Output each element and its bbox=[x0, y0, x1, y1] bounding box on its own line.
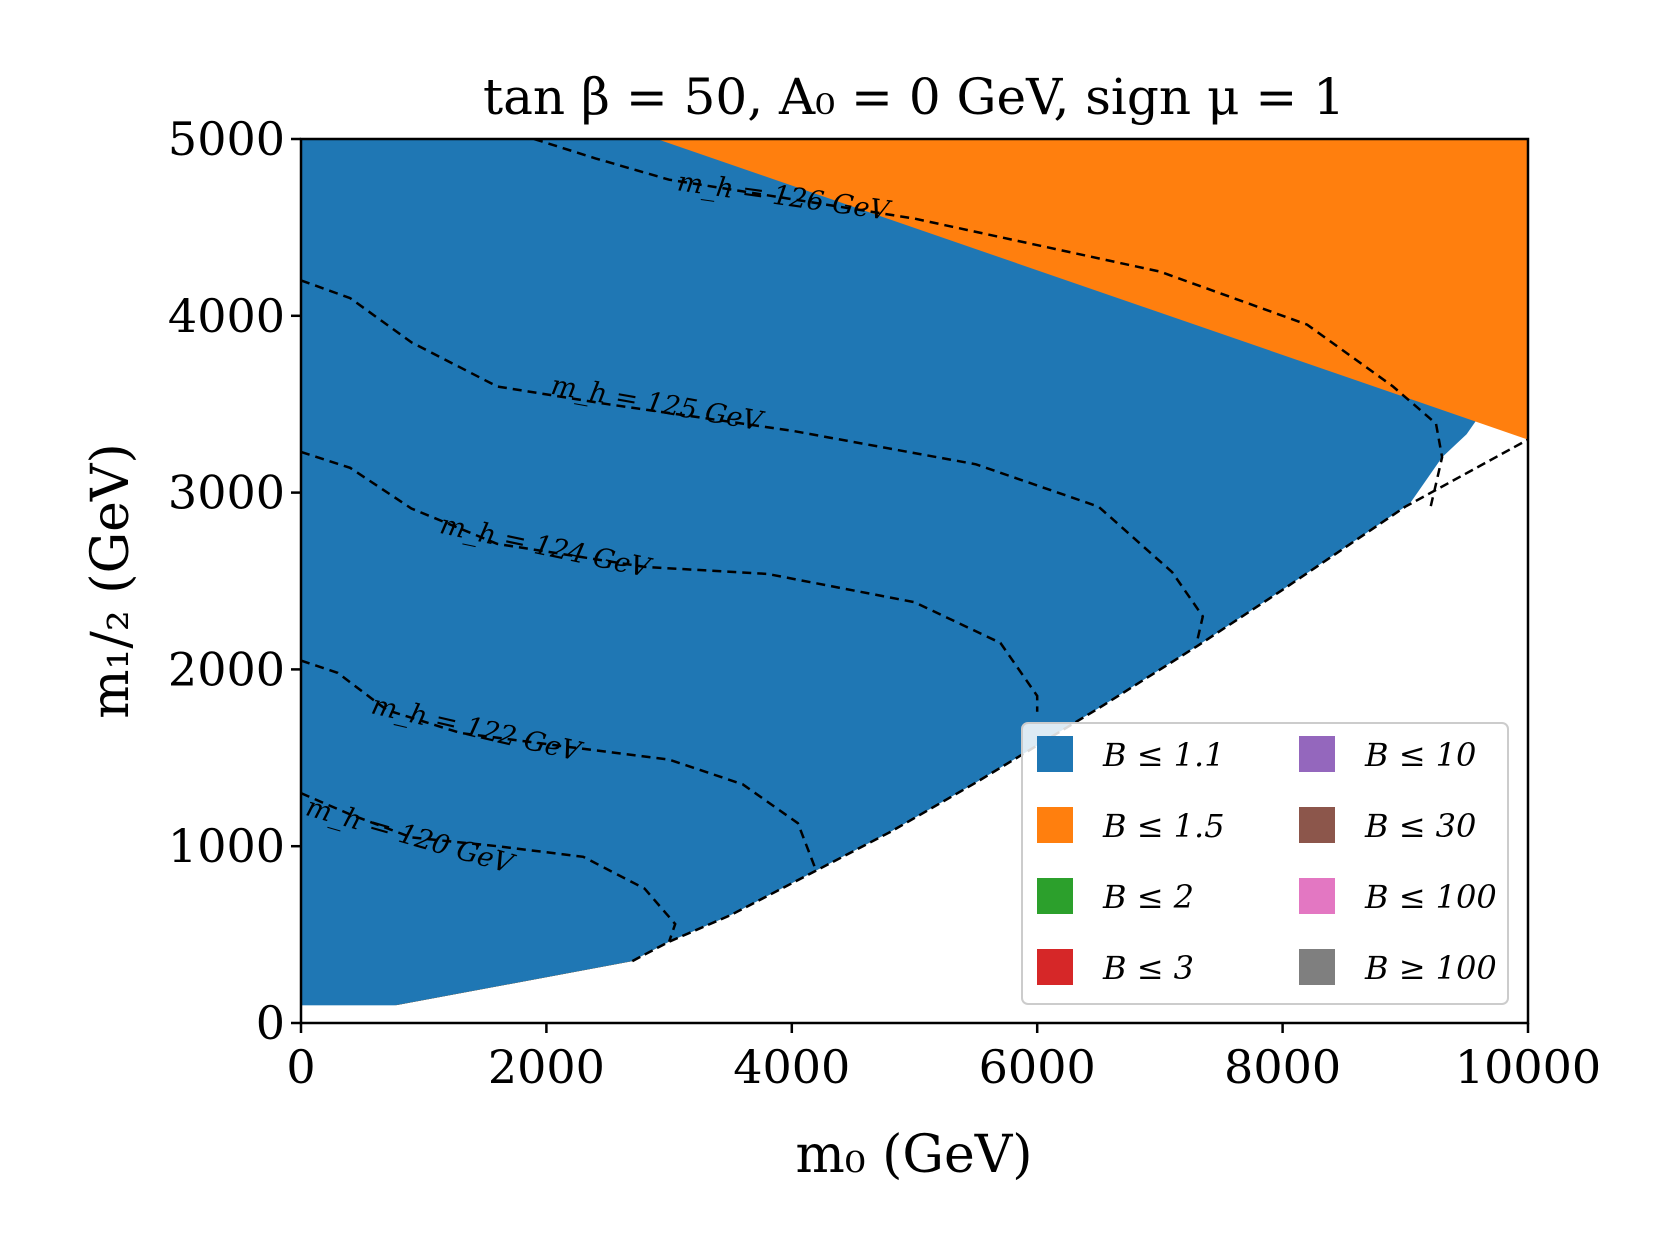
legend-label: B ≤ 2 bbox=[1102, 878, 1194, 916]
legend-swatch bbox=[1037, 949, 1073, 985]
ticks-layer: 0 2000 4000 6000 8000 10000 0 1000 2000 3000 4000 5… bbox=[168, 112, 1601, 1094]
legend-frame bbox=[1021, 722, 1509, 1005]
contours-layer bbox=[301, 139, 1528, 963]
legend-label: B ≤ 1.1 bbox=[1102, 736, 1225, 774]
y-tick-label: 4000 bbox=[168, 289, 285, 343]
legend-label: B ≤ 30 bbox=[1364, 807, 1476, 845]
y-axis-label: m₁/₂ (GeV) bbox=[81, 443, 141, 719]
legend-swatch bbox=[1299, 878, 1335, 914]
legend-swatch bbox=[1037, 736, 1073, 772]
contour-122 bbox=[301, 659, 818, 872]
boundary-line bbox=[631, 438, 1528, 963]
legend-label: B ≤ 1.5 bbox=[1102, 807, 1225, 845]
x-tick-label: 6000 bbox=[979, 1040, 1096, 1094]
y-tick-label: 3000 bbox=[168, 466, 285, 520]
bottom-strip bbox=[301, 1005, 486, 1023]
x-tick-label: 8000 bbox=[1224, 1040, 1341, 1094]
x-tick-label: 2000 bbox=[488, 1040, 605, 1094]
legend: B ≤ 1.1 B ≤ 1.5 B ≤ 2 B ≤ 3 B ≤ 10 B ≤ 30 B ≤ … bbox=[1021, 722, 1509, 1005]
y-tick-label: 5000 bbox=[168, 112, 285, 166]
y-tick-label: 0 bbox=[256, 996, 285, 1050]
legend-swatch bbox=[1037, 807, 1073, 843]
contour-124 bbox=[301, 450, 1039, 712]
y-tick-label: 1000 bbox=[168, 819, 285, 873]
legend-label: B ≤ 3 bbox=[1102, 949, 1194, 987]
x-tick-label: 0 bbox=[286, 1040, 315, 1094]
legend-label: B ≤ 10 bbox=[1364, 736, 1476, 774]
legend-swatch bbox=[1037, 878, 1073, 914]
plot-frame bbox=[299, 137, 1530, 1025]
region-B-1.1 bbox=[301, 139, 1479, 1023]
legend-swatch bbox=[1299, 807, 1335, 843]
contour-126 bbox=[533, 139, 1444, 511]
legend-swatch bbox=[1299, 736, 1335, 772]
chart-title: tan β = 50, A₀ = 0 GeV, sign μ = 1 bbox=[483, 68, 1345, 126]
x-tick-label: 4000 bbox=[733, 1040, 850, 1094]
contour-120 bbox=[301, 792, 677, 943]
legend-swatch bbox=[1299, 949, 1335, 985]
legend-label: B ≥ 100 bbox=[1364, 949, 1497, 987]
x-axis-label: m₀ (GeV) bbox=[795, 1125, 1032, 1185]
x-tick-label: 10000 bbox=[1455, 1040, 1601, 1094]
y-tick-label: 2000 bbox=[168, 642, 285, 696]
region-B-1.5 bbox=[656, 139, 1528, 440]
legend-label: B ≤ 100 bbox=[1364, 878, 1497, 916]
